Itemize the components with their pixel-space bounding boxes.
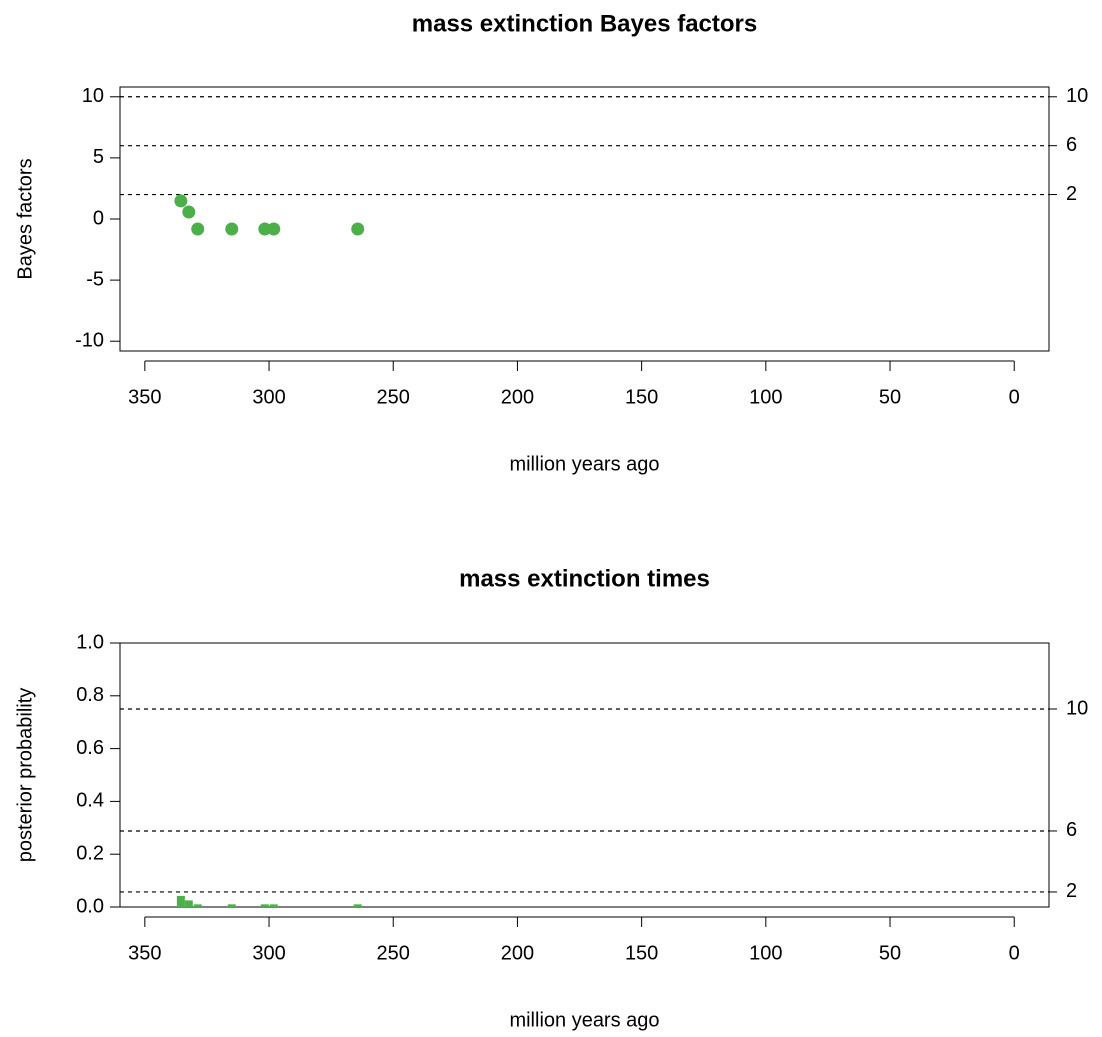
y2-tick-label: 10 <box>1066 85 1088 107</box>
bar <box>227 904 236 907</box>
y2-tick-label: 6 <box>1066 134 1077 156</box>
x-tick-label: 350 <box>128 386 161 408</box>
x-tick-label: 0 <box>1009 942 1020 964</box>
point <box>258 222 272 236</box>
y-tick-label: -5 <box>86 268 104 290</box>
bar <box>176 895 185 907</box>
x-tick-label: 350 <box>128 942 161 964</box>
chart-title: mass extinction Bayes factors <box>412 10 757 37</box>
plot-frame <box>119 642 1050 908</box>
x-axis-label: million years ago <box>509 453 659 475</box>
bar <box>184 900 193 907</box>
y2-tick-label: 2 <box>1066 183 1077 205</box>
y-axis-label: posterior probability <box>14 688 36 863</box>
x-tick-label: 100 <box>749 942 782 964</box>
point <box>174 194 188 208</box>
bar <box>353 904 362 907</box>
y-tick-label: 0.4 <box>76 790 104 812</box>
y-tick-label: 1.0 <box>76 631 104 653</box>
chart-title: mass extinction times <box>459 565 710 592</box>
x-tick-label: 150 <box>625 942 658 964</box>
x-tick-label: 0 <box>1009 386 1020 408</box>
x-tick-label: 150 <box>625 386 658 408</box>
point <box>225 222 239 236</box>
point <box>351 222 365 236</box>
bar <box>260 904 269 907</box>
x-tick-label: 250 <box>377 386 410 408</box>
y-tick-label: 10 <box>82 85 104 107</box>
x-tick-label: 50 <box>879 386 901 408</box>
y-axis-label: Bayes factors <box>14 158 36 279</box>
point <box>267 222 281 236</box>
bar <box>193 904 202 907</box>
x-tick-label: 200 <box>501 942 534 964</box>
y-tick-label: 5 <box>93 146 104 168</box>
plot-frame <box>119 86 1050 352</box>
x-tick-label: 300 <box>252 386 285 408</box>
y2-tick-label: 6 <box>1066 819 1077 841</box>
y-tick-label: 0.2 <box>76 842 104 864</box>
x-tick-label: 250 <box>377 942 410 964</box>
y-tick-label: 0.6 <box>76 737 104 759</box>
x-tick-label: 200 <box>501 386 534 408</box>
y-tick-label: 0.0 <box>76 895 104 917</box>
x-tick-label: 300 <box>252 942 285 964</box>
y-tick-label: -10 <box>75 330 104 352</box>
point <box>182 205 196 219</box>
y-tick-label: 0 <box>93 207 104 229</box>
y2-tick-label: 2 <box>1066 880 1077 902</box>
point <box>191 222 205 236</box>
x-axis-label: million years ago <box>509 1009 659 1031</box>
x-tick-label: 50 <box>879 942 901 964</box>
x-tick-label: 100 <box>749 386 782 408</box>
bar <box>269 904 278 907</box>
y2-tick-label: 10 <box>1066 697 1088 719</box>
y-tick-label: 0.8 <box>76 684 104 706</box>
